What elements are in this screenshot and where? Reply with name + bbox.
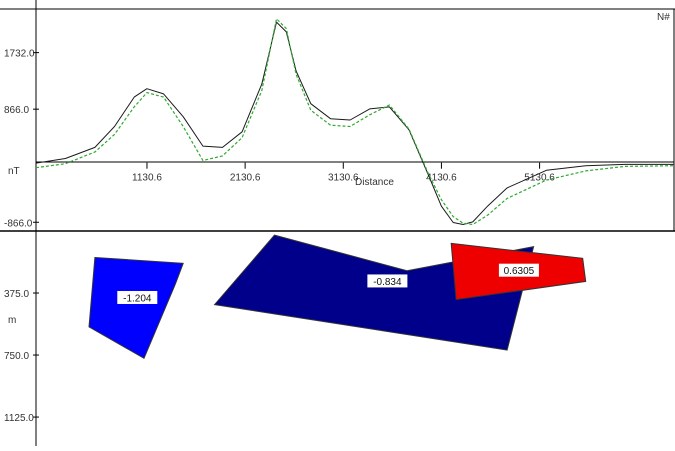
body-label-box	[498, 263, 539, 277]
depth-tick-label: 750.0	[4, 351, 29, 362]
section-tick-group: 375.0 750.0 1125.0	[4, 289, 39, 424]
profile-tick-group: 1130.6 2130.6 3130.6 4130.6 5130.6 1732.0 866.…	[4, 49, 555, 230]
model-body-polygon[interactable]	[88, 256, 184, 360]
body-label-box	[117, 290, 158, 304]
section-y-unit: m	[8, 315, 16, 326]
y-tick-label: -866.0	[4, 218, 33, 229]
profile-y-unit: nT	[8, 166, 20, 177]
depth-tick-label: 375.0	[4, 289, 29, 300]
x-tick-label: 1130.6	[132, 173, 162, 184]
body-label-box	[367, 274, 408, 288]
calculated-anomaly-line	[35, 18, 675, 226]
y-tick-label: 1732.0	[4, 49, 35, 60]
body-density-label: -0.834	[373, 277, 402, 288]
body-density-label: -1.204	[123, 293, 152, 304]
depth-tick-label: 1125.0	[4, 413, 34, 424]
y-tick-label: 866.0	[4, 105, 29, 116]
x-tick-label: 5130.6	[524, 173, 555, 184]
profile-series-group	[35, 18, 675, 226]
observed-anomaly-line	[35, 21, 674, 225]
x-tick-label: 2130.6	[230, 173, 261, 184]
x-tick-label: 3130.6	[328, 173, 359, 184]
body-density-label: 0.6305	[504, 266, 535, 277]
x-tick-label: 4130.6	[426, 173, 457, 184]
profile-x-label: Distance	[355, 177, 394, 188]
north-marker: N#	[657, 12, 670, 23]
section-bodies-group: -1.204 -0.834 0.6305	[88, 234, 587, 360]
